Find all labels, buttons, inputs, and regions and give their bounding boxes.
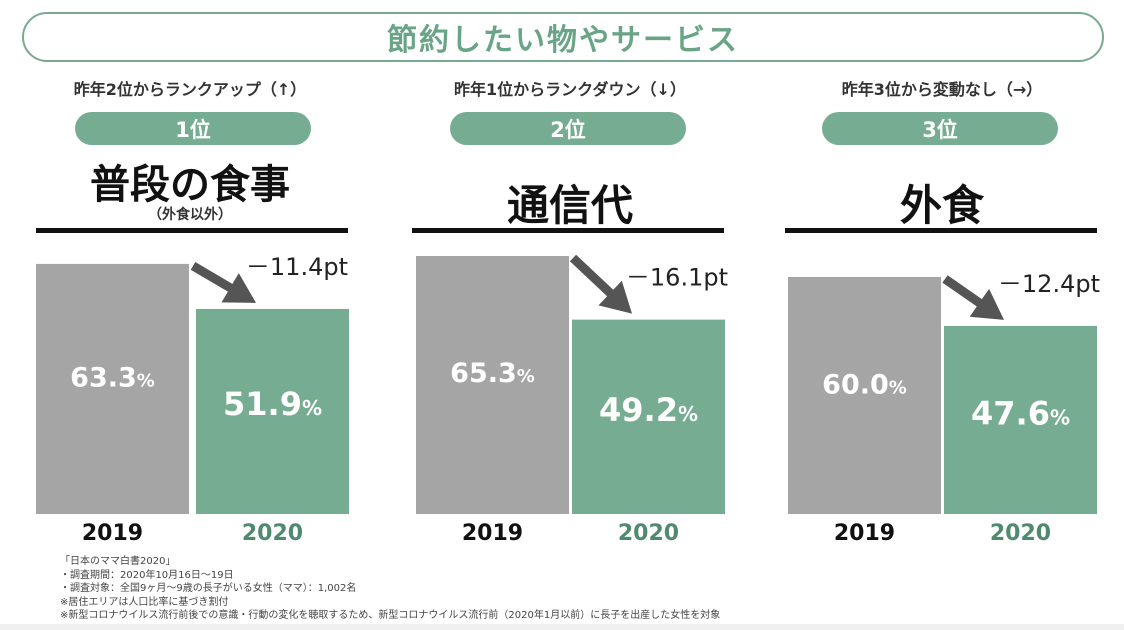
decrease-arrow xyxy=(190,262,256,303)
value-number: 49.2 xyxy=(599,391,678,429)
panel-2: 昨年1位からランクダウン（↓） 2位 通信代 65.3% 2019 49.2% 202… xyxy=(410,76,730,556)
category-note: （外食以外） xyxy=(148,207,232,223)
x-tick-label: 2019 xyxy=(82,521,143,546)
category-title: 外食 xyxy=(899,181,984,230)
note-line: ※新型コロナウイルス流行前後での意識・行動の変化を聴取するため、新型コロナウイル… xyxy=(60,610,721,621)
category-title: 普段の食事 xyxy=(90,162,290,208)
rank-badge: 2位 xyxy=(450,112,686,145)
panel-1: 昨年2位からランクアップ（↑） 1位 普段の食事 （外食以外） 63.3% 201… xyxy=(30,76,350,556)
data-label: 49.2% xyxy=(599,391,698,429)
data-label: 51.9% xyxy=(223,385,322,423)
footnotes: 「日本のママ白書2020」 ・調査期間：2020年10月16日～19日 ・調査対… xyxy=(60,555,720,623)
data-label: 63.3% xyxy=(70,362,155,393)
value-number: 47.6 xyxy=(971,395,1050,433)
divider xyxy=(36,228,348,233)
decrease-arrow xyxy=(942,275,1004,320)
value-number: 51.9 xyxy=(223,385,302,423)
category-title: 通信代 xyxy=(506,181,633,230)
value-unit: % xyxy=(1050,406,1070,430)
value-number: 60.0 xyxy=(822,370,889,401)
panel-3: 昨年3位から変動なし（→） 3位 外食 60.0% 2019 47.6% 2020 －1… xyxy=(782,76,1102,556)
x-tick-label: 2020 xyxy=(618,521,679,546)
rank-badge: 1位 xyxy=(75,112,311,145)
bottom-strip xyxy=(0,624,1124,630)
data-label: 60.0% xyxy=(822,370,907,401)
bar-chart: 63.3% 2019 51.9% 2020 －11.4pt xyxy=(36,253,349,546)
bar-2020 xyxy=(572,319,725,514)
x-tick-label: 2019 xyxy=(462,521,523,546)
value-unit: % xyxy=(678,402,698,426)
bar-2020 xyxy=(196,308,349,514)
value-unit: % xyxy=(137,370,155,391)
bar-2019 xyxy=(36,263,189,514)
divider xyxy=(785,228,1097,233)
value-unit: % xyxy=(517,366,535,387)
change-label: －11.4pt xyxy=(246,253,348,281)
bar-2019 xyxy=(416,256,569,514)
rank-badge: 3位 xyxy=(822,112,1058,145)
note-line: ※居住エリアは人口比率に基づき割付 xyxy=(60,596,229,608)
change-label: －16.1pt xyxy=(626,264,728,292)
data-label: 65.3% xyxy=(450,358,535,389)
x-tick-label: 2020 xyxy=(242,521,303,546)
bar-chart: 65.3% 2019 49.2% 2020 －16.1pt xyxy=(416,254,728,546)
rank-note: 昨年1位からランクダウン（↓） xyxy=(454,80,686,99)
value-unit: % xyxy=(889,378,907,399)
bar-2019 xyxy=(788,276,941,514)
page-title: 節約したい物やサービス xyxy=(22,12,1104,62)
value-number: 65.3 xyxy=(450,358,517,389)
bar-chart: 60.0% 2019 47.6% 2020 －12.4pt xyxy=(788,270,1100,546)
value-unit: % xyxy=(302,396,322,420)
bar-2020 xyxy=(944,325,1097,514)
change-label: －12.4pt xyxy=(998,270,1100,298)
value-number: 63.3 xyxy=(70,362,137,393)
x-tick-label: 2019 xyxy=(834,521,895,546)
note-line: 「日本のママ白書2020」 xyxy=(60,556,176,567)
x-tick-label: 2020 xyxy=(990,521,1051,546)
rank-note: 昨年3位から変動なし（→） xyxy=(841,80,1043,99)
decrease-arrow xyxy=(569,254,632,314)
note-line: ・調査対象：全国9ヶ月～9歳の長子がいる女性（ママ）：1,002名 xyxy=(60,583,357,594)
divider xyxy=(412,228,724,233)
data-label: 47.6% xyxy=(971,395,1070,433)
note-line: ・調査期間：2020年10月16日～19日 xyxy=(60,569,234,581)
rank-note: 昨年2位からランクアップ（↑） xyxy=(73,80,307,99)
